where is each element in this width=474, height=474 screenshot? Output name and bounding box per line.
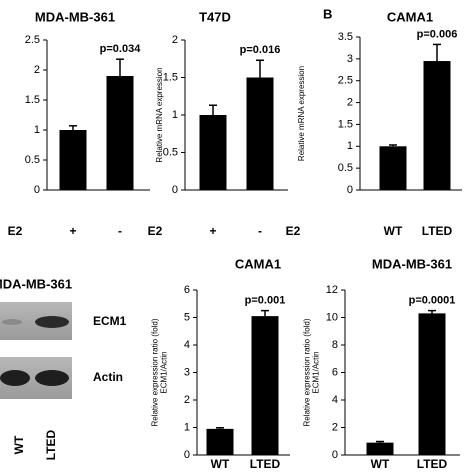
- x-tick-label: +: [69, 224, 76, 238]
- bar: [59, 130, 87, 190]
- y-tick-label: 3: [184, 366, 190, 378]
- x-tick-label: WT: [371, 457, 390, 471]
- y-tick-label: 5: [184, 311, 190, 323]
- y-tick-label: 2.5: [338, 75, 353, 87]
- y-tick-label: 8: [332, 339, 338, 351]
- y-axis-label: Relative expression ratio (fold): [303, 318, 312, 426]
- y-tick-label: 3: [347, 53, 353, 65]
- annotation: p=0.006: [417, 28, 458, 40]
- y-axis-label: Relative expression ratio (fold): [151, 318, 160, 426]
- y-tick-label: 0.5: [25, 154, 40, 166]
- bar: [423, 61, 451, 190]
- x-tick-label: -: [118, 224, 122, 238]
- y-tick-label: 0: [34, 184, 40, 196]
- x-tick-label: -: [258, 224, 262, 238]
- chart-title: MDA-MB-361: [35, 9, 115, 24]
- blot-band: [0, 370, 30, 386]
- lane-label: WT: [12, 435, 26, 454]
- blot-band: [35, 370, 69, 386]
- blot-band: [35, 316, 69, 328]
- y-tick-label: 2: [172, 34, 178, 46]
- y-tick-label: 6: [184, 284, 190, 296]
- x-axis-label: E2: [148, 224, 163, 238]
- y-tick-label: 2: [34, 64, 40, 76]
- y-tick-label: 1: [347, 140, 353, 152]
- bar: [246, 77, 274, 190]
- bar: [199, 115, 227, 190]
- chart-title: T47D: [199, 9, 231, 24]
- x-tick-label: WT: [211, 457, 230, 471]
- x-tick-label: LTED: [250, 457, 281, 471]
- y-tick-label: 1: [172, 109, 178, 121]
- y-tick-label: 0: [347, 184, 353, 196]
- chart-title: CAMA1: [235, 256, 281, 271]
- y-tick-label: 1.5: [25, 94, 40, 106]
- x-axis-label: E2: [8, 224, 23, 238]
- lane-label: LTED: [44, 429, 58, 460]
- blot-title: MDA-MB-361: [0, 276, 72, 291]
- y-tick-label: 0: [172, 184, 178, 196]
- y-tick-label: 2: [347, 96, 353, 108]
- panel-label: B: [323, 6, 332, 21]
- y-tick-label: 4: [332, 394, 338, 406]
- y-tick-label: 0.5: [338, 162, 353, 174]
- y-axis-label: ECM1/Actin: [312, 351, 321, 393]
- annotation: p=0.016: [240, 44, 281, 56]
- bar: [366, 442, 394, 455]
- annotation: p=0.0001: [409, 295, 456, 307]
- y-axis-label: Relative mRNA expression: [297, 66, 306, 161]
- band-label: ECM1: [93, 314, 127, 328]
- y-tick-label: 10: [326, 311, 338, 323]
- y-tick-label: 1.5: [163, 71, 178, 83]
- bar: [251, 316, 279, 455]
- bar: [418, 313, 446, 455]
- y-tick-label: 0.5: [163, 146, 178, 158]
- chart-title: CAMA1: [387, 9, 433, 24]
- y-tick-label: 0: [184, 449, 190, 461]
- bar: [379, 146, 407, 190]
- x-tick-label: LTED: [417, 457, 448, 471]
- blot-band: [2, 319, 22, 325]
- y-tick-label: 1: [184, 421, 190, 433]
- annotation: p=0.001: [245, 295, 286, 307]
- band-label: Actin: [93, 370, 123, 384]
- y-axis-label: ECM1/Actin: [160, 351, 169, 393]
- x-tick-label: +: [209, 224, 216, 238]
- bar: [106, 76, 134, 190]
- western-blot: MDA-MB-361 ECM1 Actin WT LTED: [0, 276, 127, 460]
- bar: [206, 428, 234, 455]
- y-axis-label: Relative mRNA expression: [155, 67, 164, 162]
- y-tick-label: 2: [332, 421, 338, 433]
- y-tick-label: 0: [332, 449, 338, 461]
- annotation: p=0.034: [100, 43, 142, 55]
- x-tick-label: WT: [384, 224, 403, 238]
- y-tick-label: 12: [326, 284, 338, 296]
- y-tick-label: 6: [332, 366, 338, 378]
- extra-label: E2: [286, 224, 301, 238]
- y-tick-label: 1.5: [338, 118, 353, 130]
- y-tick-label: 2: [184, 394, 190, 406]
- x-tick-label: LTED: [422, 224, 453, 238]
- chart-title: MDA-MB-361: [372, 256, 452, 271]
- y-tick-label: 3.5: [338, 31, 353, 43]
- y-tick-label: 4: [184, 339, 190, 351]
- y-tick-label: 1: [34, 124, 40, 136]
- y-tick-label: 2.5: [25, 34, 40, 46]
